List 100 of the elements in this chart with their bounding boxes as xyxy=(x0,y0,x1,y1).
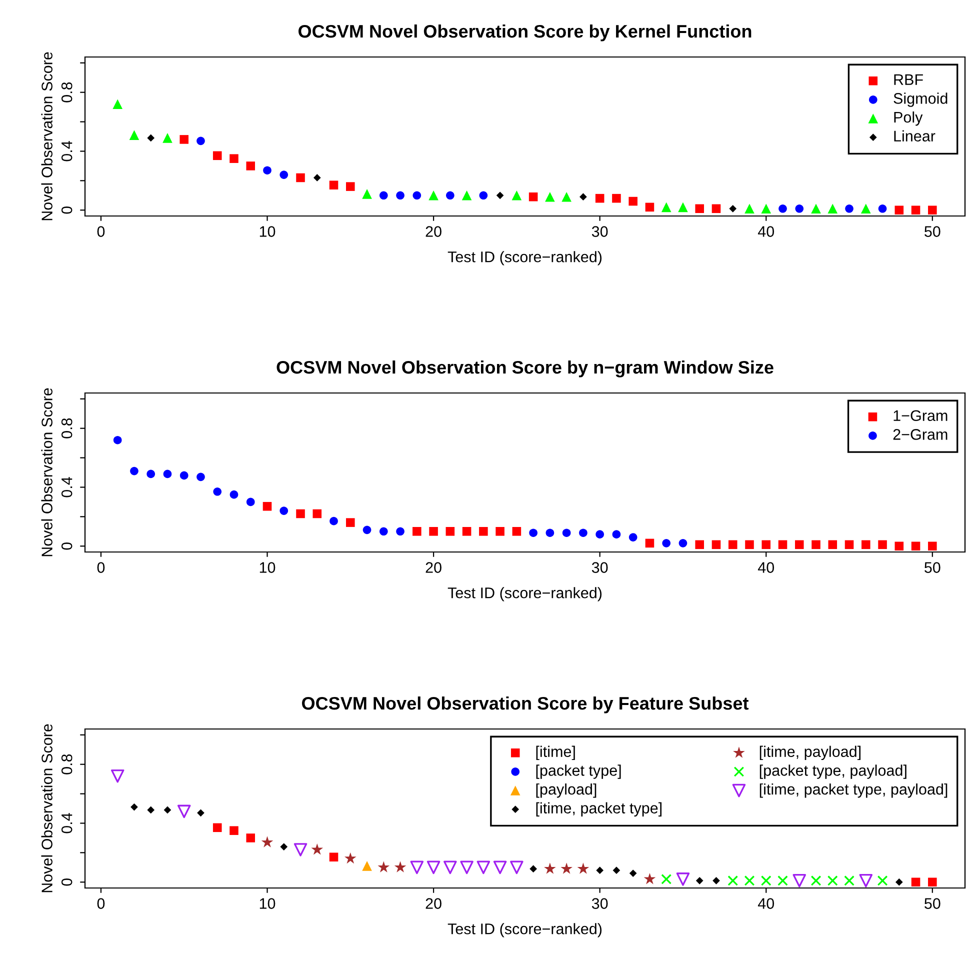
point xyxy=(230,826,238,835)
point xyxy=(496,526,504,536)
x-tick-label: 30 xyxy=(592,898,608,909)
y-tick-label: 0 xyxy=(61,206,72,214)
x-tick-label: 10 xyxy=(260,226,276,237)
point xyxy=(862,540,870,550)
point xyxy=(744,875,755,886)
point xyxy=(212,151,222,160)
legend-label: [itime] xyxy=(536,746,575,760)
legend-label: Linear xyxy=(894,130,936,142)
point xyxy=(493,860,507,874)
x-tick-label: 10 xyxy=(260,562,276,573)
point xyxy=(878,204,887,213)
legend-label: 2−Gram xyxy=(893,429,948,440)
point xyxy=(810,875,822,886)
point xyxy=(296,509,305,518)
point xyxy=(426,860,440,874)
point xyxy=(246,834,256,842)
point xyxy=(294,843,308,856)
point xyxy=(562,528,571,538)
point xyxy=(246,498,255,506)
point xyxy=(197,809,204,817)
point xyxy=(280,170,288,179)
point xyxy=(412,191,422,200)
point xyxy=(778,540,788,550)
point xyxy=(728,875,738,886)
point xyxy=(792,874,806,888)
point xyxy=(661,874,672,884)
legend-label: [itime, packet type] xyxy=(536,802,662,817)
x-tick-label: 0 xyxy=(97,226,105,237)
point xyxy=(280,506,288,515)
point xyxy=(844,540,854,550)
point xyxy=(546,528,554,538)
point xyxy=(911,878,920,887)
point xyxy=(628,533,638,542)
y-axis-title: Novel Observation Score xyxy=(41,388,52,556)
point xyxy=(113,436,122,444)
point xyxy=(662,539,671,548)
point xyxy=(329,852,338,862)
point xyxy=(164,806,172,814)
point xyxy=(827,875,838,886)
point xyxy=(795,204,804,213)
point xyxy=(230,490,238,499)
point xyxy=(560,862,572,874)
point xyxy=(712,540,721,550)
y-tick-label: 0.4 xyxy=(61,141,72,162)
point xyxy=(860,204,871,214)
point xyxy=(778,875,788,886)
y-axis-title: Novel Observation Score xyxy=(41,724,52,892)
point xyxy=(196,472,205,482)
y-tick-label: 0 xyxy=(61,542,72,550)
point xyxy=(212,823,222,832)
point xyxy=(661,202,672,212)
point xyxy=(512,526,522,536)
point xyxy=(794,540,804,550)
point xyxy=(446,526,455,536)
point xyxy=(396,527,404,536)
point xyxy=(545,192,555,202)
point xyxy=(859,874,873,888)
point xyxy=(396,191,404,200)
point xyxy=(429,526,438,536)
point xyxy=(596,866,604,874)
point xyxy=(678,202,688,212)
chart-title: OCSVM Novel Observation Score by Feature Subset xyxy=(302,696,749,714)
y-tick-label: 0.4 xyxy=(61,813,72,834)
point xyxy=(729,204,737,212)
point xyxy=(147,806,155,814)
point xyxy=(644,872,656,884)
point xyxy=(476,860,490,874)
x-tick-label: 0 xyxy=(97,562,105,573)
point xyxy=(844,875,854,886)
chart-title: OCSVM Novel Observation Score by n−gram Window Size xyxy=(276,360,774,378)
point xyxy=(346,518,355,527)
point xyxy=(460,860,474,874)
point xyxy=(712,204,721,214)
point xyxy=(530,865,537,873)
point xyxy=(261,836,274,848)
y-tick-label: 0.8 xyxy=(61,418,72,438)
point xyxy=(280,843,288,850)
y-tick-label: 0.8 xyxy=(61,82,72,102)
point xyxy=(312,509,322,518)
point xyxy=(146,470,156,478)
point xyxy=(479,526,488,536)
point xyxy=(828,540,838,550)
x-tick-label: 20 xyxy=(426,226,442,237)
x-tick-label: 30 xyxy=(592,562,608,573)
legend-label: [itime, payload] xyxy=(760,746,860,760)
point xyxy=(510,860,524,874)
point xyxy=(928,542,937,551)
point xyxy=(112,99,123,110)
point xyxy=(612,866,620,874)
point xyxy=(745,540,754,550)
point xyxy=(696,876,704,884)
point xyxy=(262,502,272,511)
x-tick-label: 50 xyxy=(924,562,940,573)
point xyxy=(761,204,772,214)
point xyxy=(462,190,472,200)
point xyxy=(110,769,124,783)
point xyxy=(911,206,920,215)
point xyxy=(213,487,222,496)
